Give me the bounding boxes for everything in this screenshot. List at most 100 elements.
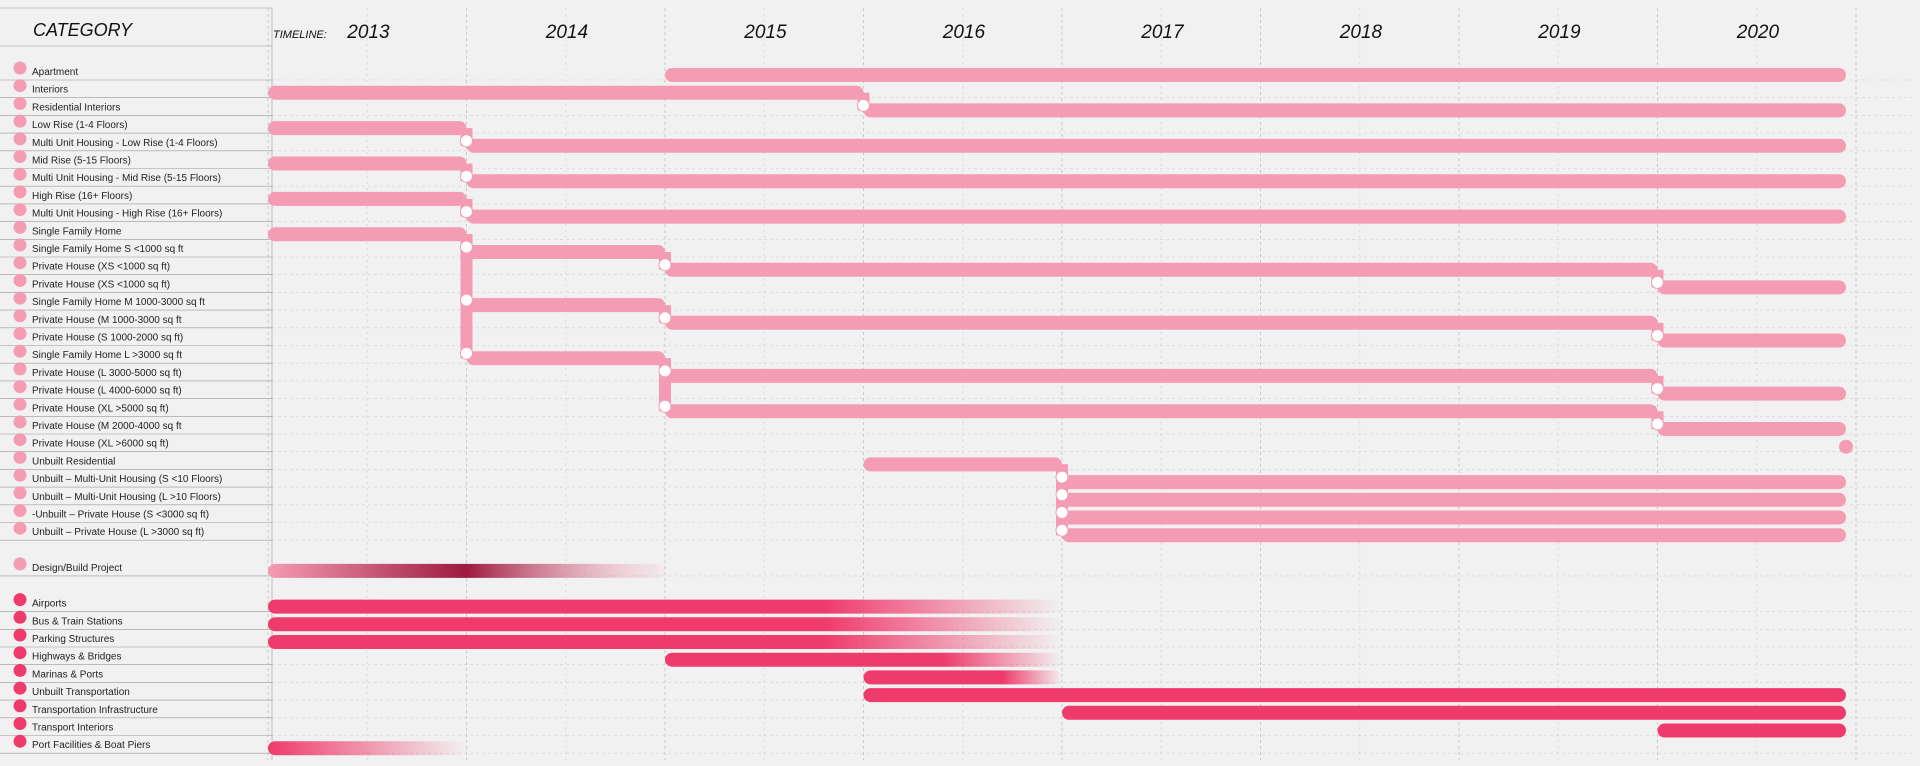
junction-node (460, 240, 473, 254)
category-bullet (13, 610, 27, 624)
category-bullet (13, 79, 27, 93)
category-label: Private House (XS <1000 sq ft) (32, 279, 170, 290)
category-bullet (13, 344, 27, 358)
category-bullet (13, 309, 27, 323)
category-bullet (13, 521, 27, 535)
junction-node (857, 98, 870, 112)
category-label: Bus & Train Stations (32, 616, 123, 627)
junction-node (460, 169, 473, 183)
timeline-bar (665, 262, 1658, 277)
timeline-bar (665, 404, 1658, 419)
timeline-bar (268, 563, 665, 578)
category-bullet (13, 362, 27, 376)
timeline-bar (268, 227, 467, 242)
category-label: Multi Unit Housing - Mid Rise (5-15 Floo… (32, 173, 221, 184)
category-label: Mid Rise (5-15 Floors) (32, 156, 131, 167)
category-label: Private House (M 2000-4000 sq ft (32, 421, 182, 432)
category-label: Port Facilities & Boat Piers (32, 740, 150, 751)
junction-node (460, 293, 473, 307)
category-bullet (13, 557, 27, 571)
chart-header: CATEGORY TIMELINE: (33, 20, 327, 41)
year-label: 2018 (1339, 22, 1383, 43)
junction-node (1055, 470, 1069, 484)
timeline-bar (863, 688, 1846, 703)
category-label: Transportation Infrastructure (32, 705, 158, 716)
junction-node (1651, 275, 1664, 289)
category-bullet (13, 220, 27, 234)
category-label: High Rise (16+ Floors) (32, 191, 132, 202)
junction-node (1651, 329, 1664, 342)
timeline-bar (665, 68, 1846, 82)
junction-node (1055, 488, 1069, 502)
timeline-bar (1657, 386, 1846, 401)
category-bullet (13, 167, 27, 181)
timeline-bar (863, 103, 1846, 118)
timeline-bar (1657, 723, 1846, 738)
category-labels: Apartment Interiors Residential Interiors L… (13, 61, 222, 751)
timeline-bar (1657, 333, 1846, 348)
category-label: Unbuilt – Multi-Unit Housing (L >10 Floo… (32, 492, 221, 503)
category-bullet (13, 96, 27, 110)
junction-node (460, 346, 473, 360)
timeline-bar (466, 245, 665, 259)
category-bullet (13, 433, 27, 447)
category-label: Private House (XL >5000 sq ft) (32, 403, 169, 414)
category-label: Highways & Bridges (32, 652, 121, 663)
category-label: Residential Interiors (32, 102, 120, 113)
category-label: Single Family Home (32, 226, 122, 237)
category-bullet (13, 699, 27, 713)
year-label: 2020 (1736, 22, 1780, 43)
timeline-bar (268, 617, 1062, 632)
timeline-bar (466, 174, 1846, 189)
timeline-bar (466, 209, 1846, 224)
category-bullet (13, 734, 27, 748)
timeline-bar (1657, 280, 1846, 295)
category-bullet (13, 415, 27, 429)
category-label: Airports (32, 599, 66, 610)
category-header: CATEGORY (33, 20, 134, 40)
timeline-bar (1062, 475, 1846, 490)
category-label: Multi Unit Housing - Low Rise (1-4 Floor… (32, 138, 218, 149)
timeline-bar (268, 741, 467, 756)
timeline-bar (1062, 528, 1846, 543)
junction-node (1055, 523, 1069, 537)
category-bullet (13, 717, 27, 730)
timeline-bar (1657, 422, 1846, 436)
category-label: Private House (XS <1000 sq ft) (32, 262, 170, 273)
timeline-bar (268, 191, 467, 206)
year-labels: 2013 2014 2015 2016 2017 2018 2019 2020 (346, 22, 1779, 43)
category-bullet (13, 593, 27, 607)
category-label: Multi Unit Housing - High Rise (16+ Floo… (32, 209, 222, 220)
category-bullet (13, 504, 27, 517)
junction-node (658, 364, 672, 378)
junction-node (658, 311, 672, 325)
category-label: -Unbuilt – Private House (S <3000 sq ft) (32, 510, 209, 521)
timeline-bar (268, 156, 467, 171)
category-bullet (13, 628, 27, 642)
category-label: Single Family Home L >3000 sq ft (32, 350, 182, 361)
category-bullet (13, 380, 27, 394)
junction-node (460, 134, 473, 148)
category-label: Apartment (32, 67, 78, 78)
junction-node (658, 258, 672, 272)
category-label: Private House (L 4000-6000 sq ft) (32, 386, 182, 397)
category-label: Unbuilt – Multi-Unit Housing (S <10 Floo… (32, 474, 222, 485)
category-bullet (13, 681, 27, 695)
category-label: Unbuilt – Private House (L >3000 sq ft) (32, 527, 204, 538)
category-bullet (13, 291, 27, 305)
category-label: Private House (L 3000-5000 sq ft) (32, 368, 182, 379)
timeline-bar (665, 368, 1658, 383)
timeline-bar (466, 138, 1846, 153)
category-label: Parking Structures (32, 634, 114, 645)
timeline-bar (863, 670, 1062, 685)
junction-node (658, 399, 672, 413)
bars (268, 68, 1853, 756)
junction-node (1055, 506, 1069, 519)
timeline-point (1839, 439, 1853, 454)
category-bullet (13, 150, 27, 163)
timeline-bar (1062, 492, 1846, 507)
timeline-header: TIMELINE: (273, 29, 327, 41)
category-bullet (13, 61, 27, 75)
category-label: Single Family Home S <1000 sq ft (32, 244, 184, 255)
